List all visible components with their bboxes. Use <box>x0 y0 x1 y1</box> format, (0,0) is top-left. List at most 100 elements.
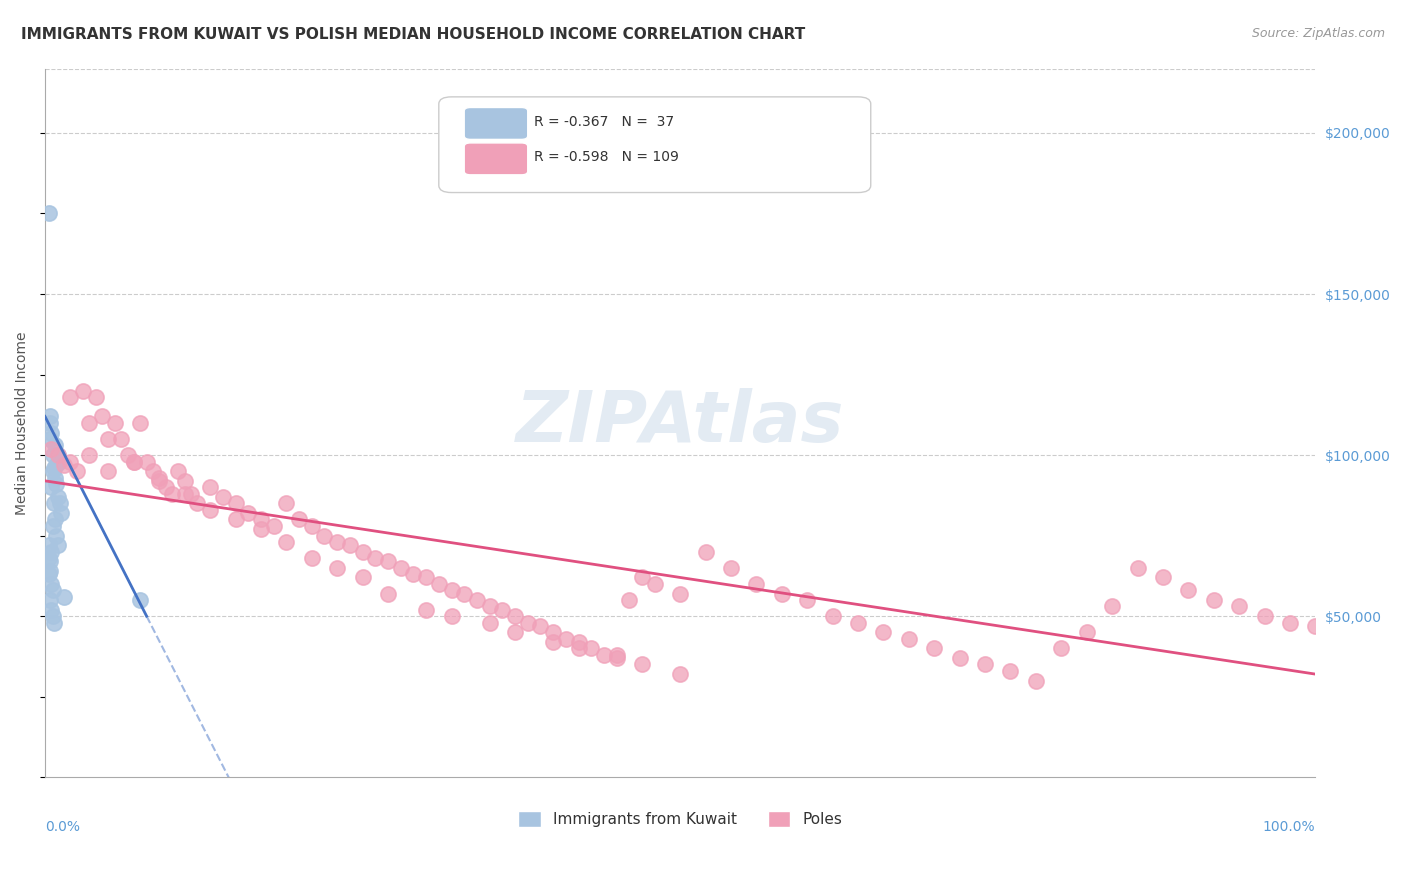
Text: R = -0.598   N = 109: R = -0.598 N = 109 <box>534 150 679 164</box>
Point <box>129 416 152 430</box>
Point <box>949 651 972 665</box>
Point <box>478 615 501 630</box>
Point <box>796 593 818 607</box>
Point <box>516 615 538 630</box>
Point <box>1278 615 1301 630</box>
Point <box>173 486 195 500</box>
Point <box>619 593 641 607</box>
Point <box>250 512 273 526</box>
Point <box>53 590 76 604</box>
Point <box>821 609 844 624</box>
Point <box>872 625 894 640</box>
Point <box>53 458 76 472</box>
Point <box>541 625 564 640</box>
Point <box>554 632 576 646</box>
Point <box>440 583 463 598</box>
Point <box>377 586 399 600</box>
Point <box>415 603 437 617</box>
Point <box>48 454 70 468</box>
Point <box>593 648 616 662</box>
FancyBboxPatch shape <box>464 143 527 175</box>
Point <box>669 667 692 681</box>
Point <box>326 561 349 575</box>
Point <box>110 432 132 446</box>
Point <box>352 545 374 559</box>
Point <box>97 464 120 478</box>
Point <box>567 635 589 649</box>
Point <box>38 538 60 552</box>
Point <box>79 416 101 430</box>
Point <box>974 657 997 672</box>
Point <box>922 641 945 656</box>
Point <box>301 519 323 533</box>
Point <box>142 464 165 478</box>
Point <box>45 528 67 542</box>
Point <box>41 480 63 494</box>
Point <box>45 458 67 472</box>
Point <box>42 615 65 630</box>
Point <box>186 496 208 510</box>
Point <box>39 593 62 607</box>
Point <box>38 206 60 220</box>
Point <box>41 609 63 624</box>
Point <box>148 474 170 488</box>
Point <box>225 496 247 510</box>
Point <box>427 577 450 591</box>
Text: 100.0%: 100.0% <box>1263 820 1316 834</box>
Point <box>46 448 69 462</box>
Point <box>46 490 69 504</box>
Point <box>276 496 298 510</box>
Point <box>1025 673 1047 688</box>
FancyBboxPatch shape <box>439 97 870 193</box>
Point <box>250 522 273 536</box>
Point <box>79 448 101 462</box>
Point <box>415 570 437 584</box>
Point <box>720 561 742 575</box>
Point <box>41 442 63 456</box>
Point <box>352 570 374 584</box>
Point <box>41 448 63 462</box>
Point <box>1177 583 1199 598</box>
Y-axis label: Median Household Income: Median Household Income <box>15 331 30 515</box>
Point <box>198 503 221 517</box>
Text: ZIPAtlas: ZIPAtlas <box>516 388 845 458</box>
Point <box>135 454 157 468</box>
Point <box>745 577 768 591</box>
Point <box>41 464 63 478</box>
Point <box>225 512 247 526</box>
Point <box>46 538 69 552</box>
Point <box>1050 641 1073 656</box>
Point <box>42 461 65 475</box>
Point <box>211 490 233 504</box>
Point <box>42 496 65 510</box>
Point <box>631 570 654 584</box>
Point <box>631 657 654 672</box>
Text: 0.0%: 0.0% <box>45 820 80 834</box>
Point <box>541 635 564 649</box>
Point <box>44 512 66 526</box>
Point <box>1253 609 1275 624</box>
Point <box>440 609 463 624</box>
Point <box>377 554 399 568</box>
Point <box>389 561 412 575</box>
Point <box>91 409 114 424</box>
Point <box>1152 570 1174 584</box>
Point <box>41 603 63 617</box>
Point <box>117 448 139 462</box>
Point <box>326 535 349 549</box>
Point <box>173 474 195 488</box>
Point <box>160 486 183 500</box>
Point <box>288 512 311 526</box>
Point <box>1227 599 1250 614</box>
Text: IMMIGRANTS FROM KUWAIT VS POLISH MEDIAN HOUSEHOLD INCOME CORRELATION CHART: IMMIGRANTS FROM KUWAIT VS POLISH MEDIAN … <box>21 27 806 42</box>
Point <box>39 564 62 578</box>
Point <box>276 535 298 549</box>
Point <box>503 625 526 640</box>
Point <box>465 593 488 607</box>
Point <box>897 632 920 646</box>
Point <box>66 464 89 478</box>
Point <box>97 432 120 446</box>
Point <box>581 641 603 656</box>
Point <box>38 551 60 566</box>
Point <box>453 586 475 600</box>
